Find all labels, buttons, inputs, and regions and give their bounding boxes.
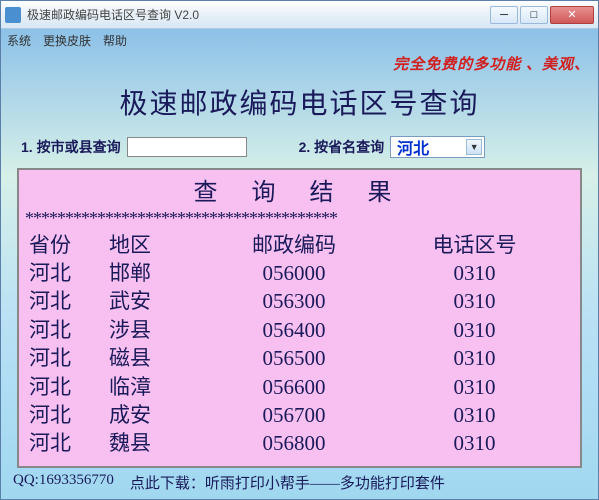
titlebar[interactable]: 极速邮政编码电话区号查询 V2.0 ─ □ ✕ bbox=[1, 1, 598, 29]
results-table: 省份 地区 邮政编码 电话区号 河北邯郸0560000310河北武安056300… bbox=[19, 229, 580, 460]
cell-province: 河北 bbox=[29, 429, 109, 457]
search-province-label: 2. 按省名查询 bbox=[299, 137, 385, 157]
menubar: 系统 更换皮肤 帮助 bbox=[1, 29, 598, 51]
cell-province: 河北 bbox=[29, 373, 109, 401]
cell-zip: 056000 bbox=[209, 259, 379, 287]
footer-download: 点此下载：听雨打印小帮手——多功能打印套件 bbox=[130, 472, 445, 493]
cell-zip: 056300 bbox=[209, 287, 379, 315]
search-city-label: 1. 按市或县查询 bbox=[21, 137, 121, 157]
table-row: 河北武安0563000310 bbox=[29, 287, 570, 315]
menu-skin[interactable]: 更换皮肤 bbox=[43, 32, 91, 49]
cell-tel: 0310 bbox=[379, 344, 570, 372]
window-title: 极速邮政编码电话区号查询 V2.0 bbox=[27, 6, 488, 23]
menu-help[interactable]: 帮助 bbox=[103, 32, 127, 49]
cell-area: 魏县 bbox=[109, 429, 209, 457]
header-province: 省份 bbox=[29, 231, 109, 259]
cell-province: 河北 bbox=[29, 259, 109, 287]
cell-area: 武安 bbox=[109, 287, 209, 315]
page-title: 极速邮政编码电话区号查询 bbox=[1, 74, 598, 132]
cell-province: 河北 bbox=[29, 287, 109, 315]
cell-tel: 0310 bbox=[379, 316, 570, 344]
banner-text: 完全免费的多功能 、美观、 bbox=[1, 51, 598, 74]
table-row: 河北磁县0565000310 bbox=[29, 344, 570, 372]
cell-zip: 056400 bbox=[209, 316, 379, 344]
cell-tel: 0310 bbox=[379, 401, 570, 429]
footer: QQ:1693356770 点此下载：听雨打印小帮手——多功能打印套件 bbox=[1, 468, 598, 499]
close-button[interactable]: ✕ bbox=[550, 6, 594, 24]
separator-stars: *************************************** bbox=[19, 209, 580, 229]
maximize-button[interactable]: □ bbox=[520, 6, 548, 24]
cell-tel: 0310 bbox=[379, 429, 570, 457]
province-select[interactable]: 河北 ▼ bbox=[390, 136, 485, 158]
window-controls: ─ □ ✕ bbox=[488, 6, 594, 24]
cell-tel: 0310 bbox=[379, 373, 570, 401]
header-tel: 电话区号 bbox=[379, 231, 570, 259]
table-row: 河北临漳0566000310 bbox=[29, 373, 570, 401]
cell-zip: 056800 bbox=[209, 429, 379, 457]
minimize-button[interactable]: ─ bbox=[490, 6, 518, 24]
cell-area: 磁县 bbox=[109, 344, 209, 372]
province-value: 河北 bbox=[397, 135, 429, 159]
cell-tel: 0310 bbox=[379, 287, 570, 315]
cell-area: 邯郸 bbox=[109, 259, 209, 287]
cell-zip: 056700 bbox=[209, 401, 379, 429]
table-row: 河北魏县0568000310 bbox=[29, 429, 570, 457]
cell-area: 临漳 bbox=[109, 373, 209, 401]
header-area: 地区 bbox=[109, 231, 209, 259]
table-header-row: 省份 地区 邮政编码 电话区号 bbox=[29, 231, 570, 259]
chevron-down-icon: ▼ bbox=[466, 139, 482, 155]
header-zip: 邮政编码 bbox=[209, 231, 379, 259]
cell-tel: 0310 bbox=[379, 259, 570, 287]
table-row: 河北邯郸0560000310 bbox=[29, 259, 570, 287]
table-row: 河北成安0567000310 bbox=[29, 401, 570, 429]
table-row: 河北涉县0564000310 bbox=[29, 316, 570, 344]
search-city-input[interactable] bbox=[127, 137, 247, 157]
cell-zip: 056600 bbox=[209, 373, 379, 401]
cell-province: 河北 bbox=[29, 401, 109, 429]
cell-area: 涉县 bbox=[109, 316, 209, 344]
menu-system[interactable]: 系统 bbox=[7, 32, 31, 49]
results-title: 查 询 结 果 bbox=[19, 170, 580, 209]
download-link[interactable]: 听雨打印小帮手——多功能打印套件 bbox=[205, 476, 445, 492]
cell-province: 河北 bbox=[29, 344, 109, 372]
cell-area: 成安 bbox=[109, 401, 209, 429]
results-panel: 查 询 结 果 ********************************… bbox=[17, 168, 582, 468]
footer-qq: QQ:1693356770 bbox=[13, 472, 114, 493]
app-icon bbox=[5, 7, 21, 23]
app-window: 极速邮政编码电话区号查询 V2.0 ─ □ ✕ 系统 更换皮肤 帮助 完全免费的… bbox=[0, 0, 599, 500]
cell-zip: 056500 bbox=[209, 344, 379, 372]
search-row: 1. 按市或县查询 2. 按省名查询 河北 ▼ bbox=[1, 132, 598, 168]
cell-province: 河北 bbox=[29, 316, 109, 344]
